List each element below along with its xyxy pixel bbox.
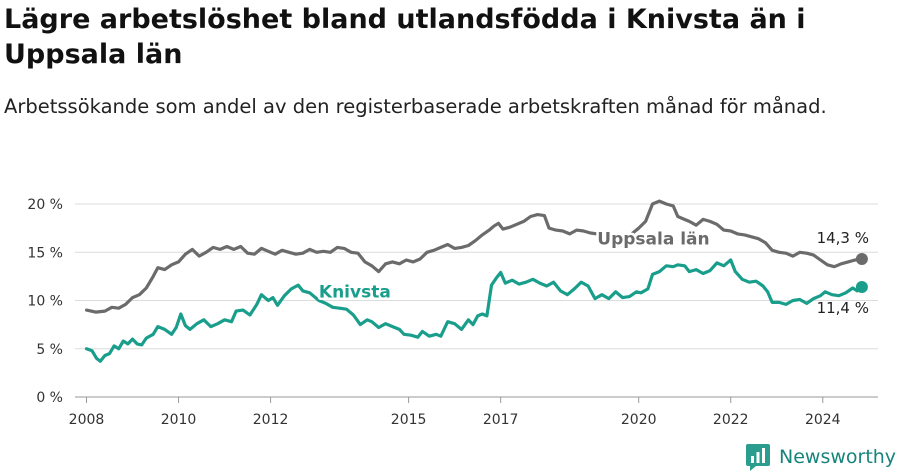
y-tick-label: 15 % [27, 245, 63, 261]
x-axis: 2008 2010 2012 2015 2017 2020 2022 2024 [69, 397, 841, 428]
gridlines [75, 203, 878, 398]
y-tick-label: 10 % [27, 294, 63, 310]
y-axis-tick-labels: 0 % 5 % 10 % 15 % 20 % [27, 197, 63, 406]
inline-labels: Uppsala län Knivsta [316, 227, 712, 305]
x-tick-label: 2010 [161, 412, 197, 428]
end-value-label: 11,4 % [817, 299, 869, 317]
end-marker-uppsala-län [855, 253, 868, 266]
end-marker-knivsta [855, 280, 868, 293]
chart-subtitle: Arbetssökande som andel av den registerb… [4, 95, 827, 118]
y-tick-label: 5 % [36, 342, 63, 358]
chart-title: Lägre arbetslöshet bland utlandsfödda i … [4, 4, 806, 70]
newsworthy-brand[interactable]: Newsworthy [745, 443, 896, 471]
series-lines [84, 199, 864, 363]
x-tick-label: 2015 [391, 412, 427, 428]
end-markers: 14,3 % 11,4 % [817, 229, 869, 317]
series-line-knivsta [84, 258, 864, 363]
y-tick-label: 0 % [36, 390, 63, 406]
x-tick-label: 2022 [713, 412, 749, 428]
newsworthy-logo-icon [746, 444, 770, 471]
x-tick-label: 2017 [483, 412, 519, 428]
series-line-uppsala-län [84, 199, 864, 314]
series-inline-label: Knivsta [319, 283, 391, 303]
x-tick-label: 2008 [69, 412, 105, 428]
x-tick-label: 2024 [805, 412, 841, 428]
x-tick-label: 2012 [253, 412, 289, 428]
brand-name: Newsworthy [779, 446, 897, 468]
end-value-label: 14,3 % [817, 229, 869, 247]
y-tick-label: 20 % [27, 197, 63, 213]
series-inline-label: Uppsala län [597, 230, 709, 250]
x-tick-label: 2020 [621, 412, 657, 428]
